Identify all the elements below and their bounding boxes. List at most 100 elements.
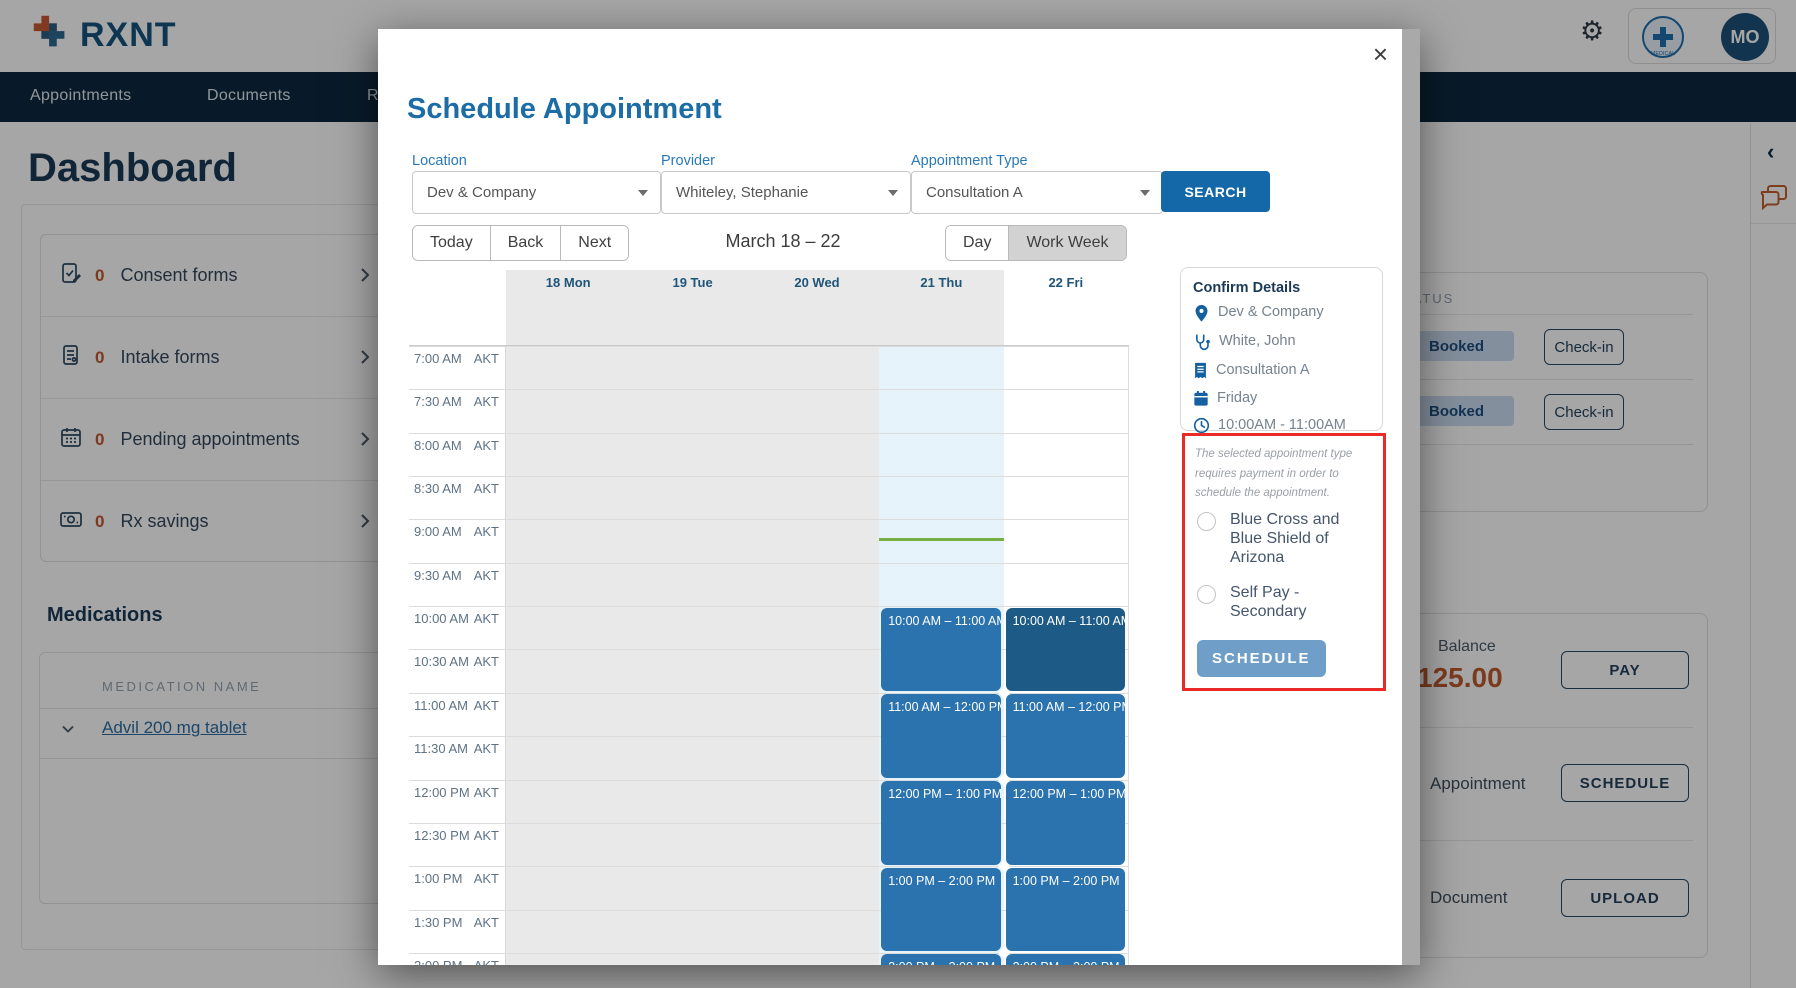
rxnt-logo[interactable]: RXNT [28,10,177,61]
stethoscope-icon [1193,333,1211,357]
view-toggle-group: Day Work Week [945,225,1127,261]
time-row: 10:00 AM AKT [409,606,1129,651]
location-value: Dev & Company [427,184,537,201]
confirm-details-panel: Confirm Details Dev & Company White, Joh… [1180,267,1383,450]
appointment-block[interactable]: 1:00 PM – 2:00 PM [881,867,1001,952]
time-gutter-cell: 8:30 AM AKT [409,477,506,521]
payment-option-label[interactable]: Self Pay - Secondary [1230,584,1307,621]
back-button[interactable]: Back [490,226,562,260]
schedule-button[interactable]: SCHEDULE [1197,639,1326,677]
time-gutter-cell: 7:00 AM AKT [409,347,506,391]
modal-scrollbar[interactable] [1402,29,1420,965]
page-title: Dashboard [28,146,237,190]
summary-row-rx-savings[interactable]: 0 Rx savings [41,481,1159,562]
intake-forms-icon [59,343,83,372]
appointment-block[interactable]: 1:00 PM – 2:00 PM [1005,867,1125,952]
appointment-type-value: Consultation A [926,184,1023,201]
payment-option-primary: Blue Cross and Blue Shield of Arizona [1197,510,1375,568]
confirm-day-text: Friday [1217,390,1258,406]
provider-value: Whiteley, Stephanie [676,184,809,201]
pending-appointments-icon [59,425,83,454]
radio-button[interactable] [1197,511,1216,531]
appointment-block[interactable]: 2:00 PM – 3:00 PM [881,954,1001,965]
user-avatar[interactable]: MO [1721,13,1769,61]
current-time-indicator [879,538,1004,542]
check-in-button[interactable]: Check-in [1544,394,1624,430]
modal-title: Schedule Appointment [407,93,722,125]
time-gutter-cell: 9:00 AM AKT [409,520,506,564]
day-header: 19 Tue [630,270,755,295]
medical-org-icon: MEDICAL [1641,15,1685,59]
chevron-down-icon[interactable] [58,719,78,744]
time-gutter-cell: 12:00 PM AKT [409,780,506,824]
medications-title: Medications [47,604,163,626]
time-row: 7:00 AM AKT [409,346,1129,391]
upload-document-button[interactable]: UPLOAD [1561,879,1689,917]
org-switcher[interactable]: MEDICAL MO [1628,8,1776,64]
appointment-block[interactable]: 12:00 PM – 1:00 PM [1005,781,1125,865]
appointment-type-select[interactable]: Consultation A [911,171,1163,214]
collapse-panel-icon[interactable]: ‹ [1767,139,1775,164]
appointment-block[interactable]: 10:00 AM – 11:00 AM [1005,607,1125,692]
medication-name-column-header: MEDICATION NAME [102,679,262,694]
appointment-block[interactable]: 11:00 AM – 12:00 PM [1005,694,1125,778]
caret-down-icon [888,190,898,196]
rx-savings-count: 0 [95,511,105,531]
consent-forms-label: Consent forms [120,265,238,285]
schedule-appointment-button[interactable]: SCHEDULE [1561,764,1689,802]
provider-label: Provider [661,153,715,169]
divider [1355,444,1693,445]
intake-forms-count: 0 [95,347,105,367]
time-gutter-cell: 1:00 PM AKT [409,867,506,911]
check-in-button[interactable]: Check-in [1544,329,1624,365]
pay-button[interactable]: PAY [1561,651,1689,689]
gear-icon[interactable]: ⚙ [1580,16,1605,46]
day-column [506,346,632,965]
calendar-allday-row [409,295,1129,346]
work-week-view-button[interactable]: Work Week [1009,226,1126,260]
caret-down-icon [638,190,648,196]
medication-link[interactable]: Advil 200 mg tablet [102,718,247,737]
intake-forms-label: Intake forms [120,347,220,367]
chevron-right-icon[interactable] [353,263,377,292]
calendar-grid: 7:00 AM AKT 7:30 AM AKT 8:00 AM AKT 8:30 AM AKT… [409,346,1129,965]
appointment-block[interactable]: 11:00 AM – 12:00 PM [881,694,1001,778]
payment-option-selfpay: Self Pay - Secondary [1197,583,1375,621]
time-row: 8:00 AM AKT [409,432,1129,478]
payment-option-label[interactable]: Blue Cross and Blue Shield of Arizona [1230,510,1340,567]
time-row: 11:00 AM AKT [409,692,1129,738]
chat-icon[interactable] [1758,181,1790,218]
receipt-icon [1193,362,1208,385]
confirm-type-text: Consultation A [1216,362,1310,378]
next-button[interactable]: Next [561,226,629,260]
logo-text: RXNT [80,16,177,54]
search-button[interactable]: SEARCH [1161,171,1270,212]
appointment-block[interactable]: 10:00 AM – 11:00 AM [881,607,1001,692]
location-label: Location [412,153,467,169]
appointment-block[interactable]: 12:00 PM – 1:00 PM [881,781,1001,865]
time-row: 7:30 AM AKT [409,389,1129,434]
rx-savings-label: Rx savings [120,511,209,531]
close-icon[interactable]: × [1372,39,1388,69]
chevron-right-icon[interactable] [353,345,377,374]
time-gutter-cell: 10:00 AM AKT [409,607,506,651]
nav-item-appointments[interactable]: Appointments [30,87,132,104]
radio-button[interactable] [1197,585,1216,605]
balance-amount: 125.00 [1417,662,1503,693]
pending-appointments-label: Pending appointments [120,429,300,449]
clock-icon [1193,417,1210,439]
time-row: 9:00 AM AKT [409,519,1129,564]
day-column [754,346,881,965]
today-button[interactable]: Today [413,226,491,260]
side-rail: ‹ [1750,123,1796,988]
chevron-right-icon[interactable] [353,509,377,538]
nav-item-documents[interactable]: Documents [207,87,291,104]
provider-select[interactable]: Whiteley, Stephanie [661,171,911,214]
consent-forms-icon [59,261,83,290]
day-header: 18 Mon [506,270,631,295]
day-view-button[interactable]: Day [946,226,1010,260]
location-select[interactable]: Dev & Company [412,171,661,214]
calendar-header-row: 18 Mon 19 Tue 20 Wed 21 Thu 22 Fri [409,270,1129,295]
chevron-right-icon[interactable] [353,427,377,456]
appointment-block[interactable]: 2:00 PM – 3:00 PM [1005,954,1125,965]
